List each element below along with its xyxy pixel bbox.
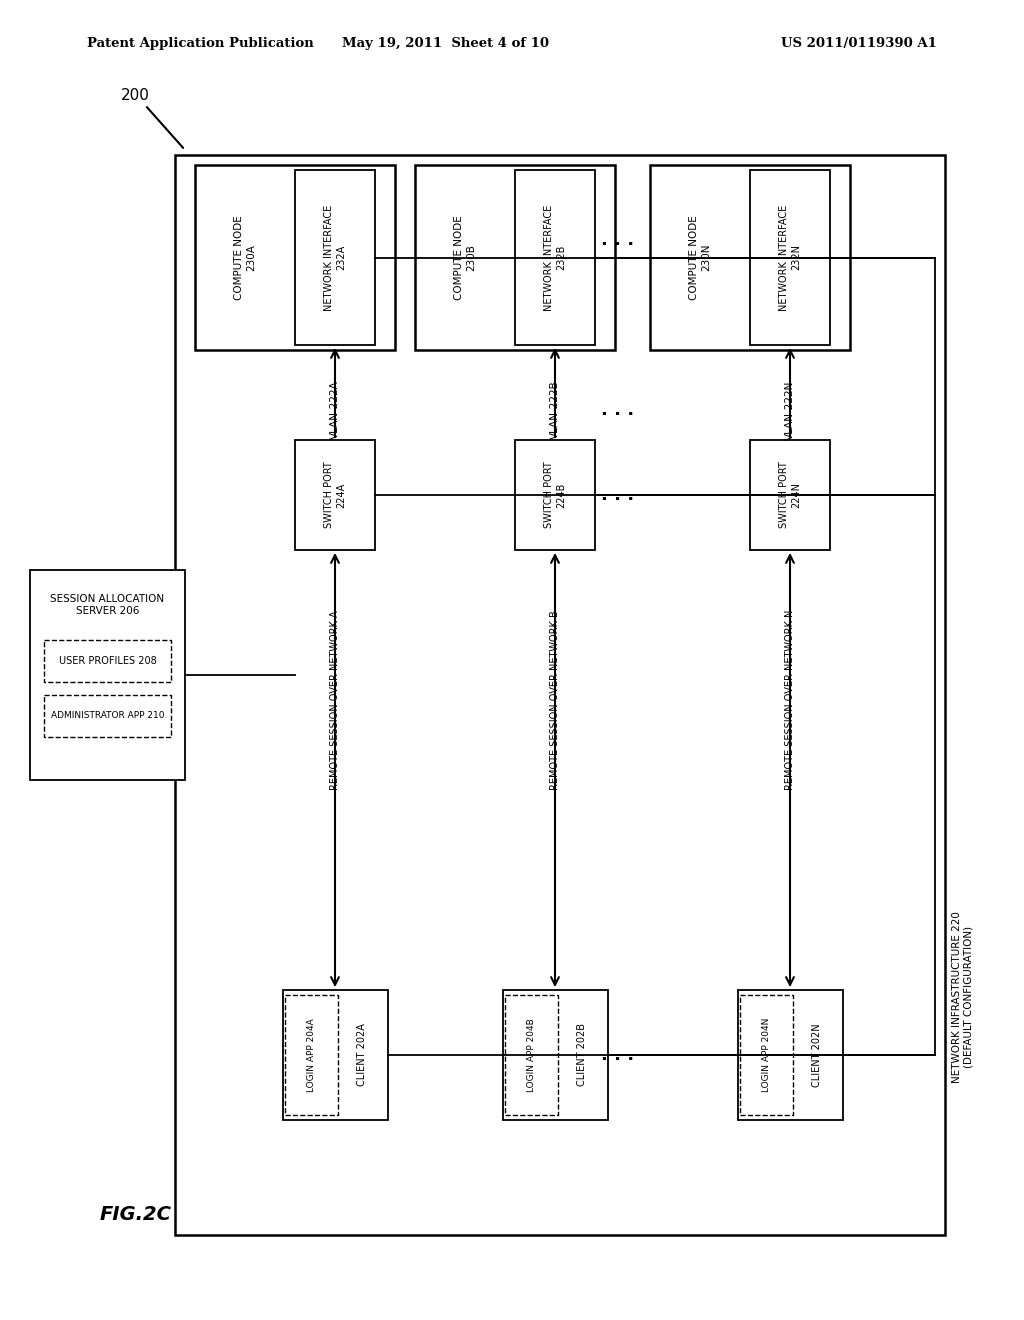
Text: . . .: . . . (601, 1045, 635, 1064)
Bar (285, 995, 338, 1115)
Text: ADMINISTRATOR APP 210: ADMINISTRATOR APP 210 (51, 711, 164, 721)
Text: NETWORK INTERFACE
232A: NETWORK INTERFACE 232A (325, 205, 346, 310)
Text: NETWORK INTERFACE
232N: NETWORK INTERFACE 232N (779, 205, 801, 310)
Text: SWITCH PORT
224N: SWITCH PORT 224N (779, 462, 801, 528)
Bar (295, 170, 375, 345)
Text: REMOTE SESSION OVER NETWORK N: REMOTE SESSION OVER NETWORK N (785, 610, 795, 791)
Text: . . .: . . . (601, 486, 635, 504)
Text: SWITCH PORT
224A: SWITCH PORT 224A (325, 462, 346, 528)
Text: VLAN-222B: VLAN-222B (550, 380, 560, 440)
Text: . . .: . . . (601, 401, 635, 418)
Text: LOGIN APP 204N: LOGIN APP 204N (762, 1018, 771, 1092)
Text: 200: 200 (121, 87, 150, 103)
Bar (750, 170, 830, 345)
Text: LOGIN APP 204A: LOGIN APP 204A (307, 1018, 315, 1092)
Bar (415, 165, 615, 350)
Bar (650, 165, 850, 350)
Bar (44, 696, 171, 737)
Text: USER PROFILES 208: USER PROFILES 208 (58, 656, 157, 667)
Bar (505, 995, 557, 1115)
Bar (30, 570, 185, 780)
Text: Patent Application Publication: Patent Application Publication (87, 37, 313, 50)
Bar (503, 990, 608, 1119)
Bar (738, 990, 843, 1119)
Text: SWITCH PORT
224B: SWITCH PORT 224B (544, 462, 566, 528)
Text: COMPUTE NODE
230N: COMPUTE NODE 230N (689, 215, 711, 300)
Text: US 2011/0119390 A1: US 2011/0119390 A1 (781, 37, 937, 50)
Text: REMOTE SESSION OVER NETWORK B: REMOTE SESSION OVER NETWORK B (550, 610, 560, 789)
Bar (740, 995, 793, 1115)
Text: NETWORK INTERFACE
232B: NETWORK INTERFACE 232B (544, 205, 566, 310)
Bar (515, 170, 595, 345)
Bar (515, 440, 595, 550)
Text: COMPUTE NODE
230A: COMPUTE NODE 230A (234, 215, 256, 300)
Text: LOGIN APP 204B: LOGIN APP 204B (526, 1018, 536, 1092)
Text: CLIENT 202B: CLIENT 202B (577, 1023, 587, 1086)
Text: REMOTE SESSION OVER NETWORK A: REMOTE SESSION OVER NETWORK A (330, 610, 340, 789)
Bar (175, 154, 945, 1236)
Text: FIG.2C: FIG.2C (100, 1205, 172, 1225)
Bar (44, 640, 171, 682)
Text: VLAN-222N: VLAN-222N (785, 380, 795, 440)
Bar (195, 165, 395, 350)
Text: COMPUTE NODE
230B: COMPUTE NODE 230B (455, 215, 476, 300)
Bar (283, 990, 388, 1119)
Text: . . .: . . . (601, 231, 635, 249)
Bar (750, 440, 830, 550)
Text: CLIENT 202A: CLIENT 202A (356, 1023, 367, 1086)
Bar (295, 440, 375, 550)
Text: NETWORK INFRASTRUCTURE 220
(DEFAULT CONFIGURATION): NETWORK INFRASTRUCTURE 220 (DEFAULT CONF… (952, 912, 974, 1084)
Text: May 19, 2011  Sheet 4 of 10: May 19, 2011 Sheet 4 of 10 (342, 37, 549, 50)
Text: SESSION ALLOCATION
SERVER 206: SESSION ALLOCATION SERVER 206 (50, 594, 165, 616)
Text: VLAN-222A: VLAN-222A (330, 380, 340, 440)
Text: CLIENT 202N: CLIENT 202N (812, 1023, 821, 1086)
